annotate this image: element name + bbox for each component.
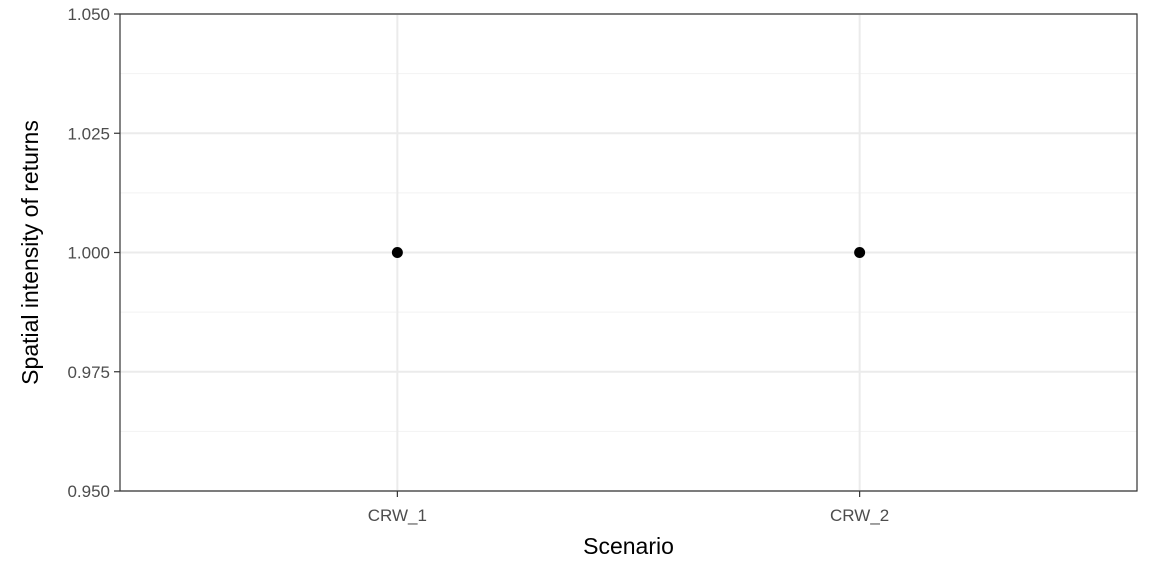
y-tick-label: 0.950: [67, 482, 110, 501]
minor-gridlines: [120, 73, 1137, 432]
x-tick-label: CRW_1: [368, 506, 427, 525]
data-point: [854, 247, 866, 258]
x-axis-title: Scenario: [583, 533, 674, 559]
x-axis: CRW_1 CRW_2: [368, 491, 889, 525]
y-axis: 0.950 0.975 1.000 1.025 1.050: [67, 5, 120, 501]
y-tick-label: 1.000: [67, 244, 110, 263]
y-tick-label: 1.025: [67, 124, 110, 143]
y-axis-title: Spatial intensity of returns: [17, 120, 43, 385]
data-points: [391, 247, 866, 258]
y-tick-label: 0.975: [67, 363, 110, 382]
x-tick-label: CRW_2: [830, 506, 889, 525]
y-tick-label: 1.050: [67, 5, 110, 24]
data-point: [391, 247, 403, 258]
